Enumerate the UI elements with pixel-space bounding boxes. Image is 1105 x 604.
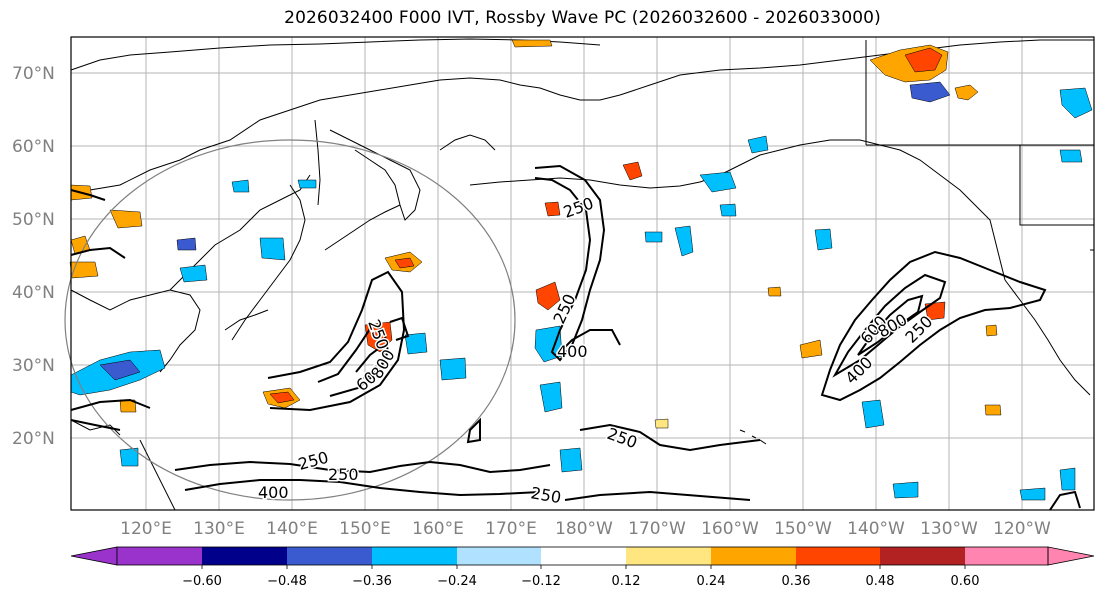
lon-tick-140w: 140°W (847, 519, 905, 539)
contour-label-250-e: 250 (328, 465, 359, 484)
lon-tick-150w: 150°W (774, 519, 832, 539)
lat-tick-70n: 70°N (12, 64, 55, 84)
colorbar-extend-low (70, 546, 118, 566)
colorbar-bin-0 (117, 547, 202, 565)
colorbar-bin-8 (796, 547, 880, 565)
colorbar: −0.60 −0.48 −0.36 −0.24 −0.12 0.12 0.24 … (70, 546, 1095, 589)
coastlines (70, 38, 1094, 511)
lon-tick-labels: 120°E 130°E 140°E 150°E 160°E 170°E 180°… (120, 519, 1051, 539)
lon-tick-170w: 170°W (628, 519, 686, 539)
ivt-anomaly-shading (69, 39, 1093, 501)
rossby-wave-region-circle (64, 139, 516, 501)
colorbar-bin-7 (711, 547, 796, 565)
lon-tick-160e: 160°E (412, 519, 464, 539)
colorbar-bin-9 (880, 547, 965, 565)
lon-tick-150e: 150°E (339, 519, 391, 539)
contour-label-400-a: 400 (557, 342, 588, 361)
colorbar-tick-9: 0.60 (951, 574, 980, 589)
colorbar-bin-2 (287, 547, 372, 565)
colorbar-bin-6 (626, 547, 711, 565)
colorbar-bin-5 (541, 547, 626, 565)
lat-tick-labels: 70°N 60°N 50°N 40°N 30°N 20°N (12, 64, 55, 449)
colorbar-bin-3 (372, 547, 457, 565)
lon-tick-140e: 140°E (266, 519, 318, 539)
ivt-contours (70, 164, 1081, 511)
colorbar-tick-1: −0.48 (267, 574, 307, 589)
colorbar-tick-0: −0.60 (182, 574, 222, 589)
lon-tick-120w: 120°W (993, 519, 1051, 539)
lon-tick-130e: 130°E (193, 519, 245, 539)
colorbar-tick-7: 0.36 (782, 574, 811, 589)
lon-tick-160w: 160°W (701, 519, 759, 539)
colorbar-frame (116, 546, 1049, 566)
colorbar-tick-4: −0.12 (521, 574, 561, 589)
lat-tick-50n: 50°N (12, 210, 55, 230)
colorbar-tick-3: −0.24 (437, 574, 477, 589)
lat-tick-30n: 30°N (12, 356, 55, 376)
lat-tick-20n: 20°N (12, 429, 55, 449)
colorbar-tick-8: 0.48 (866, 574, 895, 589)
lon-gridlines (145, 37, 1023, 510)
map-frame (70, 36, 1095, 511)
colorbar-bin-4 (457, 547, 541, 565)
lon-tick-180w: 180°W (555, 519, 613, 539)
lat-tick-60n: 60°N (12, 137, 55, 157)
colorbar-bin-1 (202, 547, 287, 565)
chart-title: 2026032400 F000 IVT, Rossby Wave PC (202… (284, 8, 881, 28)
colorbar-tick-2: −0.36 (352, 574, 392, 589)
map-background (71, 37, 1094, 510)
lat-tick-40n: 40°N (12, 283, 55, 303)
colorbar-bin-10 (965, 547, 1048, 565)
lon-tick-170e: 170°E (485, 519, 537, 539)
contour-label-400-b: 400 (258, 483, 289, 502)
colorbar-tick-5: 0.12 (612, 574, 641, 589)
lon-tick-120e: 120°E (120, 519, 172, 539)
colorbar-tick-6: 0.24 (697, 574, 726, 589)
lon-tick-130w: 130°W (920, 519, 978, 539)
colorbar-extend-high (1047, 546, 1095, 566)
